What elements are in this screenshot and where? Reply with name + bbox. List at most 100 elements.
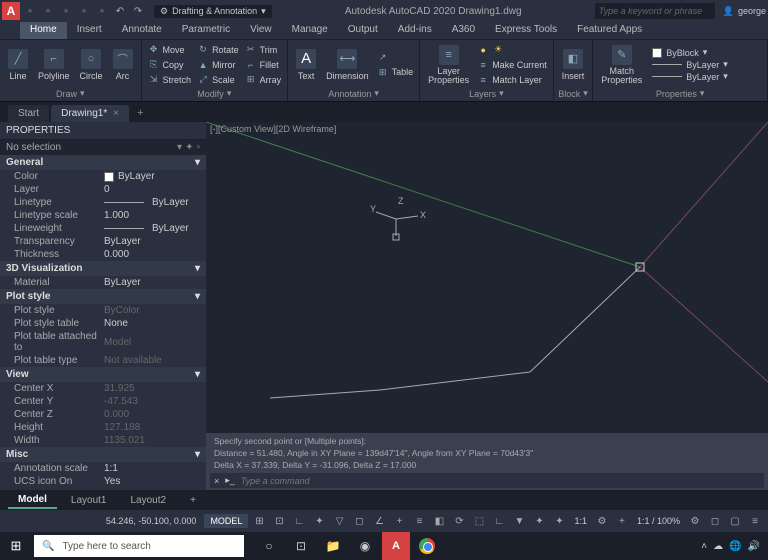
selection-dropdown[interactable]: No selection bbox=[6, 142, 177, 153]
chevron-down-icon[interactable]: ▾ bbox=[227, 88, 232, 99]
tab-output[interactable]: Output bbox=[338, 22, 388, 39]
match-properties-button[interactable]: ✎Match Properties bbox=[597, 42, 646, 87]
osnap-icon[interactable]: ◻ bbox=[350, 512, 368, 530]
lineweight-icon[interactable]: ≡ bbox=[410, 512, 428, 530]
insert-button[interactable]: ◧Insert bbox=[558, 42, 589, 87]
layer-properties-button[interactable]: ≡Layer Properties bbox=[424, 42, 473, 87]
mirror-button[interactable]: ▲Mirror bbox=[195, 58, 241, 72]
explorer-icon[interactable]: 📁 bbox=[318, 532, 348, 560]
grid-icon[interactable]: ⊞ bbox=[250, 512, 268, 530]
prop-plot-type[interactable]: Plot table typeNot available bbox=[0, 354, 206, 367]
close-icon[interactable]: × bbox=[113, 108, 119, 119]
prop-center-z[interactable]: Center Z0.000 bbox=[0, 408, 206, 421]
prop-anno-scale[interactable]: Annotation scale1:1 bbox=[0, 462, 206, 475]
tab-layout1[interactable]: Layout1 bbox=[61, 493, 117, 508]
task-view-icon[interactable]: ⊡ bbox=[286, 532, 316, 560]
tab-annotate[interactable]: Annotate bbox=[112, 22, 172, 39]
filter-icon[interactable]: ▼ bbox=[510, 512, 528, 530]
dyn-ucs-icon[interactable]: ∟ bbox=[490, 512, 508, 530]
coordinates-display[interactable]: 54.246, -50.100, 0.000 bbox=[100, 516, 203, 526]
make-current-button[interactable]: ≡Make Current bbox=[475, 58, 549, 72]
polyline-button[interactable]: ⌐Polyline bbox=[34, 42, 74, 87]
user-menu[interactable]: 👤 george bbox=[723, 6, 766, 17]
tab-model[interactable]: Model bbox=[8, 492, 57, 509]
network-icon[interactable]: 🌐 bbox=[729, 541, 741, 552]
gizmo-icon[interactable]: ✦ bbox=[530, 512, 548, 530]
prop-material[interactable]: MaterialByLayer bbox=[0, 276, 206, 289]
hardware-icon[interactable]: ⚙ bbox=[686, 512, 704, 530]
chevron-down-icon[interactable]: ▾ bbox=[374, 88, 379, 99]
close-icon[interactable]: × bbox=[214, 476, 219, 486]
isolate-icon[interactable]: ◻ bbox=[706, 512, 724, 530]
chevron-down-icon[interactable]: ▾ bbox=[499, 88, 504, 99]
plot-icon[interactable]: ▫ bbox=[94, 3, 110, 19]
prop-ucs-icon[interactable]: UCS icon OnYes bbox=[0, 475, 206, 488]
select-icon[interactable]: ▫ bbox=[196, 142, 200, 153]
onedrive-icon[interactable]: ☁ bbox=[713, 541, 723, 552]
anno-scale[interactable]: 1:1 bbox=[570, 516, 591, 526]
anno-monitor-icon[interactable]: + bbox=[613, 512, 631, 530]
rotate-button[interactable]: ↻Rotate bbox=[195, 43, 241, 57]
prop-plot-table[interactable]: Plot style tableNone bbox=[0, 317, 206, 330]
prop-height[interactable]: Height127.188 bbox=[0, 421, 206, 434]
new-icon[interactable]: ▫ bbox=[22, 3, 38, 19]
customize-icon[interactable]: ≡ bbox=[746, 512, 764, 530]
prop-lineweight[interactable]: LineweightByLayer bbox=[0, 222, 206, 235]
tab-featured[interactable]: Featured Apps bbox=[567, 22, 652, 39]
quick-select-icon[interactable]: ▾ bbox=[177, 142, 182, 153]
tab-start[interactable]: Start bbox=[8, 105, 49, 122]
ortho-icon[interactable]: ∟ bbox=[290, 512, 308, 530]
chrome-icon[interactable] bbox=[412, 532, 442, 560]
array-button[interactable]: ⊞Array bbox=[243, 73, 284, 87]
prop-layer[interactable]: Layer0 bbox=[0, 183, 206, 196]
prop-transparency[interactable]: TransparencyByLayer bbox=[0, 235, 206, 248]
table-button[interactable]: ⊞Table bbox=[375, 65, 416, 79]
prop-linetype[interactable]: LinetypeByLayer bbox=[0, 196, 206, 209]
chevron-down-icon[interactable]: ▾ bbox=[583, 88, 588, 99]
snap-icon[interactable]: ⊡ bbox=[270, 512, 288, 530]
tab-view[interactable]: View bbox=[240, 22, 282, 39]
linetype-selector[interactable]: ByLayer▾ bbox=[648, 71, 732, 82]
cortana-icon[interactable]: ○ bbox=[254, 532, 284, 560]
otrack-icon[interactable]: ∠ bbox=[370, 512, 388, 530]
volume-icon[interactable]: 🔊 bbox=[748, 541, 760, 552]
scale-button[interactable]: ⤢Scale bbox=[195, 73, 241, 87]
prop-width[interactable]: Width1135.021 bbox=[0, 434, 206, 447]
circle-button[interactable]: ○Circle bbox=[76, 42, 107, 87]
polar-icon[interactable]: ✦ bbox=[310, 512, 328, 530]
start-button[interactable]: ⊞ bbox=[0, 532, 32, 560]
autocad-taskbar-icon[interactable]: A bbox=[382, 532, 410, 560]
chevron-down-icon[interactable]: ▾ bbox=[700, 88, 705, 99]
save-icon[interactable]: ▫ bbox=[58, 3, 74, 19]
help-search[interactable]: Type a keyword or phrase bbox=[595, 3, 715, 19]
color-selector[interactable]: ByBlock▾ bbox=[648, 47, 732, 58]
tab-addins[interactable]: Add-ins bbox=[388, 22, 442, 39]
model-space-button[interactable]: MODEL bbox=[204, 514, 248, 528]
pick-icon[interactable]: ✦ bbox=[185, 142, 193, 153]
prop-thickness[interactable]: Thickness0.000 bbox=[0, 248, 206, 261]
move-button[interactable]: ✥Move bbox=[146, 43, 194, 57]
stretch-button[interactable]: ⇲Stretch bbox=[146, 73, 194, 87]
text-button[interactable]: AText bbox=[292, 42, 320, 87]
prop-plot-style[interactable]: Plot styleByColor bbox=[0, 304, 206, 317]
drawing-canvas[interactable]: [-][Custom View][2D Wireframe] X Y Z Spe… bbox=[206, 122, 768, 490]
tab-parametric[interactable]: Parametric bbox=[172, 22, 240, 39]
new-tab-button[interactable]: + bbox=[131, 104, 149, 122]
workspace-icon[interactable]: ⚙ bbox=[593, 512, 611, 530]
lineweight-selector[interactable]: ByLayer▾ bbox=[648, 59, 732, 70]
dyn-icon[interactable]: + bbox=[390, 512, 408, 530]
tab-a360[interactable]: A360 bbox=[442, 22, 485, 39]
leader-button[interactable]: ↗ bbox=[375, 50, 416, 64]
prop-center-y[interactable]: Center Y-47.543 bbox=[0, 395, 206, 408]
obs-icon[interactable]: ◉ bbox=[350, 532, 380, 560]
workspace-selector[interactable]: ⚙ Drafting & Annotation ▾ bbox=[154, 5, 272, 18]
anno-vis-icon[interactable]: ✦ bbox=[550, 512, 568, 530]
line-button[interactable]: ╱Line bbox=[4, 42, 32, 87]
open-icon[interactable]: ▫ bbox=[40, 3, 56, 19]
trim-button[interactable]: ✂Trim bbox=[243, 43, 284, 57]
prop-ltscale[interactable]: Linetype scale1.000 bbox=[0, 209, 206, 222]
clean-screen-icon[interactable]: ▢ bbox=[726, 512, 744, 530]
redo-icon[interactable]: ↷ bbox=[130, 3, 146, 19]
tab-layout2[interactable]: Layout2 bbox=[120, 493, 176, 508]
tab-insert[interactable]: Insert bbox=[67, 22, 112, 39]
